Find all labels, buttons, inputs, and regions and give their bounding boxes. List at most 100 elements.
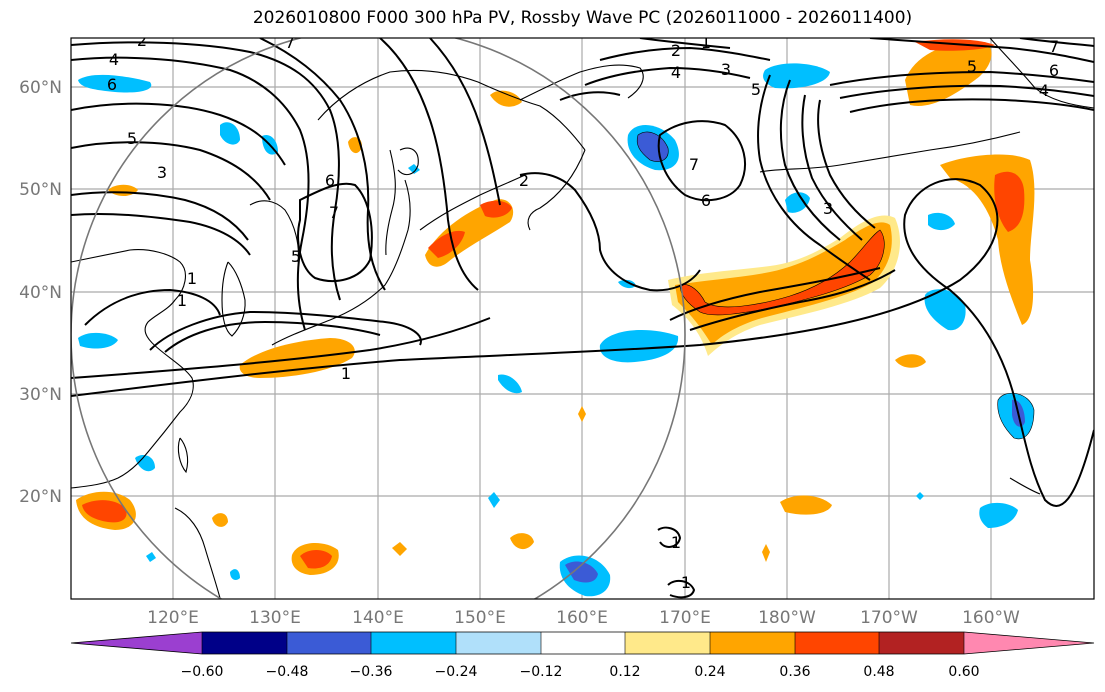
pv-contour [71, 317, 491, 379]
coastline-philippines [174, 507, 221, 599]
anomaly-patch-pos [480, 200, 512, 218]
map-plot-area: 1 1 1 1 1 1 2 2 2 3 3 3 4 4 4 5 5 5 5 6 … [71, 31, 1094, 599]
anomaly-patch-neg [916, 492, 924, 500]
pv-contours [71, 38, 1094, 599]
colorbar-segment [202, 632, 287, 654]
anomaly-patch-neg [928, 212, 955, 231]
coastline-hokkaido [397, 147, 419, 176]
anomaly-outline [636, 131, 669, 162]
colorbar-segment [541, 632, 625, 654]
latitude-labels: 60°N 50°N 40°N 30°N 20°N [19, 78, 62, 507]
coastline-kamchatka [527, 149, 586, 231]
colorbar: −0.60 −0.48 −0.36 −0.24 −0.12 0.12 0.24 … [70, 631, 1095, 680]
colorbar-tick: −0.36 [350, 664, 393, 680]
map-title: 2026010800 F000 300 hPa PV, Rossby Wave … [252, 8, 913, 28]
pv-contour [657, 120, 746, 202]
anomaly-outlines [636, 131, 1035, 440]
pv-contour [639, 38, 731, 49]
contour-label: 2 [671, 41, 681, 60]
lon-label: 140°E [352, 608, 404, 628]
pv-contour [429, 38, 501, 206]
pv-contour [599, 46, 771, 61]
colorbar-tick: 0.60 [948, 664, 979, 680]
anomaly-patch-neg [408, 164, 420, 174]
pv-contour [84, 288, 221, 326]
lon-label: 160°E [556, 608, 608, 628]
coastline-asia-mainland [71, 249, 194, 489]
colorbar-tick: −0.12 [520, 664, 563, 680]
anomaly-patch-pos [578, 406, 586, 422]
anomaly-patch-neg [220, 122, 240, 145]
pv-contour [71, 141, 271, 201]
contour-label: 1 [187, 269, 197, 288]
lon-label: 120°E [147, 608, 199, 628]
lon-label: 170°W [860, 608, 918, 628]
pv-contour [657, 526, 682, 548]
colorbar-tick: −0.60 [181, 664, 224, 680]
anomaly-patch-pos [905, 41, 992, 106]
anomaly-patch-neg [785, 192, 810, 213]
contour-label: 4 [1039, 81, 1049, 100]
lat-label: 20°N [19, 487, 62, 507]
contour-labels: 1 1 1 1 1 1 2 2 2 3 3 3 4 4 4 5 5 5 5 6 … [107, 31, 1059, 592]
contour-label: 4 [109, 50, 119, 69]
contour-label: 1 [177, 291, 187, 310]
contour-label: 1 [341, 364, 351, 383]
coastline-siberia [519, 64, 644, 101]
coastline-korea [221, 261, 246, 337]
contour-label: 6 [107, 75, 117, 94]
pv-contour [164, 320, 381, 353]
pv-contour [71, 191, 249, 241]
pv-contour [817, 99, 876, 229]
contour-label: 6 [325, 171, 335, 190]
pv-contour [667, 579, 696, 599]
coastline-taiwan [177, 437, 189, 474]
contour-label: 7 [689, 155, 699, 174]
pv-contour [519, 172, 701, 292]
anomaly-patch-neg [488, 492, 500, 508]
pv-contour [584, 66, 751, 86]
pv-contour [849, 98, 1094, 113]
pv-contour [801, 94, 863, 241]
contour-label: 1 [671, 533, 681, 552]
contour-label: 6 [1049, 61, 1059, 80]
colorbar-dividers [201, 632, 965, 654]
pv-contour [559, 91, 621, 101]
contour-label: 1 [701, 33, 711, 52]
contour-label: 2 [519, 171, 529, 190]
coastline-sakhalin [385, 149, 396, 256]
anomaly-patch-pos [994, 171, 1025, 232]
pv-contour [71, 56, 310, 331]
colorbar-tick: −0.48 [266, 664, 309, 680]
contour-label: 4 [671, 63, 681, 82]
anomaly-patch-neg [498, 374, 522, 394]
contour-label: 1 [681, 573, 691, 592]
anomaly-patch-neg [979, 502, 1018, 528]
anomaly-patch-neg [78, 332, 118, 349]
contour-label: 7 [1049, 37, 1059, 56]
pv-contour [149, 310, 422, 351]
lon-label: 180°W [758, 608, 816, 628]
anomaly-patch-neg [230, 569, 240, 580]
coastlines [71, 38, 1094, 599]
coastline-kuriles [419, 174, 526, 231]
colorbar-segment [287, 632, 371, 654]
anomaly-patch-pos [212, 513, 228, 527]
pv-contour [669, 267, 881, 321]
anomaly-patch-neg [637, 132, 669, 162]
anomaly-patch-neg [618, 279, 636, 289]
colorbar-segment [71, 632, 202, 654]
pv-contour [869, 38, 1094, 63]
colorbar-tick: 0.12 [609, 664, 640, 680]
contour-label: 3 [721, 60, 731, 79]
colorbar-segment [371, 632, 456, 654]
lon-label: 160°W [962, 608, 1020, 628]
anomaly-patch-pos [895, 354, 926, 368]
anomaly-patch-pos [392, 542, 407, 556]
contour-label: 2 [137, 31, 147, 50]
anomaly-patch-pos [428, 230, 465, 258]
pv-contour [379, 38, 479, 291]
colorbar-tick: −0.24 [435, 664, 478, 680]
contour-label: 3 [157, 163, 167, 182]
anomaly-patch-neg [763, 63, 830, 89]
